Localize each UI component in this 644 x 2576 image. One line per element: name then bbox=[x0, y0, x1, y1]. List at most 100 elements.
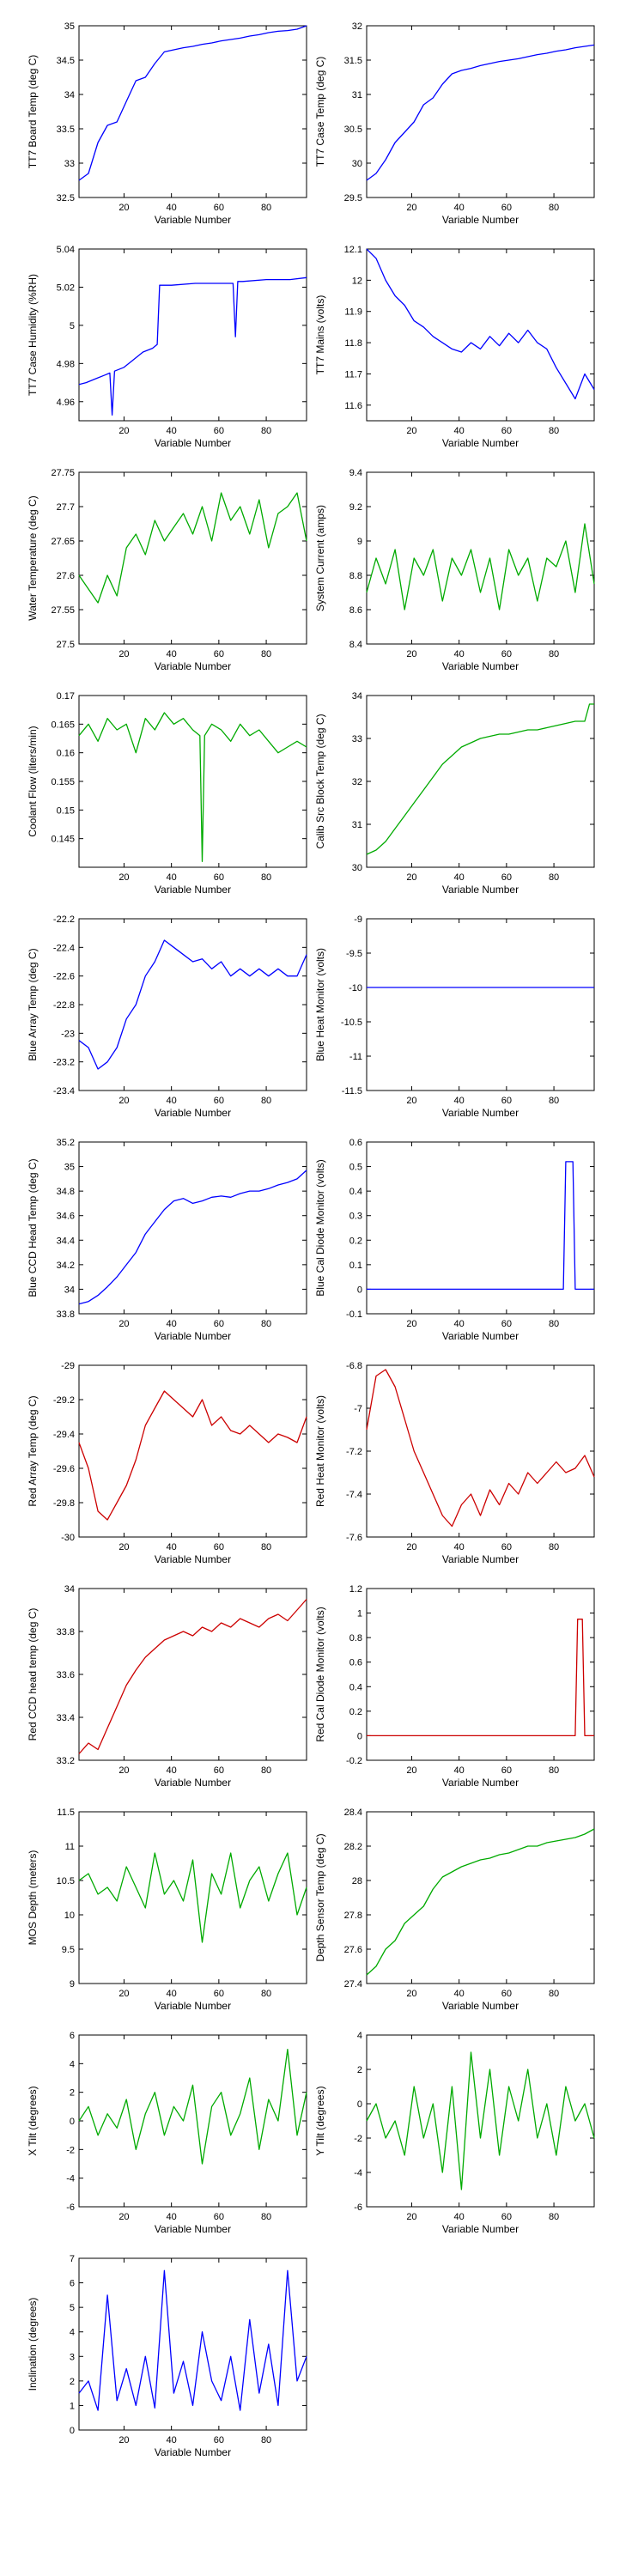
y-tick-label: 0.1 bbox=[349, 1261, 362, 1271]
x-tick-label: 20 bbox=[406, 2212, 416, 2222]
y-tick-label: -6 bbox=[354, 2202, 362, 2213]
y-tick-label: 8.4 bbox=[349, 640, 362, 650]
series-line bbox=[78, 939, 307, 1070]
y-tick-label: -2 bbox=[354, 2134, 362, 2144]
y-tick-label: -11 bbox=[349, 1052, 362, 1062]
y-tick-label: 27.65 bbox=[51, 537, 75, 547]
x-axis-label: Variable Number bbox=[155, 214, 231, 226]
y-tick-label: 0.8 bbox=[349, 1633, 362, 1643]
y-axis-label: TT7 Case Temp (deg C) bbox=[314, 57, 326, 167]
y-axis-label: TT7 Mains (volts) bbox=[314, 295, 326, 375]
x-tick-label: 40 bbox=[167, 2212, 177, 2222]
y-tick-label: 33 bbox=[64, 159, 75, 169]
y-tick-label: 27.7 bbox=[57, 502, 75, 513]
y-tick-label: 9 bbox=[357, 537, 362, 547]
y-tick-label: 0.3 bbox=[349, 1212, 362, 1222]
x-tick-label: 20 bbox=[118, 203, 129, 213]
y-tick-label: 0 bbox=[70, 2426, 75, 2436]
y-tick-label: 33.8 bbox=[57, 1627, 75, 1637]
x-tick-label: 60 bbox=[214, 872, 224, 883]
plot-frame bbox=[366, 471, 595, 645]
y-tick-label: 6 bbox=[70, 2031, 75, 2041]
x-tick-label: 20 bbox=[406, 1989, 416, 1999]
y-tick-label: -7.6 bbox=[346, 1533, 362, 1543]
y-tick-label: 27.5 bbox=[57, 640, 75, 650]
series-line bbox=[366, 248, 595, 400]
x-tick-label: 80 bbox=[549, 649, 559, 659]
series-line bbox=[78, 1390, 307, 1521]
x-tick-label: 80 bbox=[261, 1319, 271, 1329]
y-tick-label: 34.8 bbox=[57, 1187, 75, 1197]
x-tick-label: 80 bbox=[549, 2212, 559, 2222]
y-axis-label: Inclination (degrees) bbox=[27, 2298, 39, 2391]
y-tick-label: 0 bbox=[357, 1731, 362, 1741]
x-tick-label: 40 bbox=[167, 1765, 177, 1776]
y-tick-label: 12.1 bbox=[344, 245, 362, 255]
series-line bbox=[366, 1828, 595, 1976]
y-tick-label: 3 bbox=[70, 2352, 75, 2362]
y-tick-label: 0.6 bbox=[349, 1658, 362, 1668]
y-axis-label: Blue CCD Head Temp (deg C) bbox=[27, 1158, 39, 1297]
x-axis-label: Variable Number bbox=[155, 660, 231, 672]
y-tick-label: -29.8 bbox=[53, 1498, 75, 1509]
plot-frame bbox=[366, 918, 595, 1091]
y-tick-label: -0.1 bbox=[346, 1309, 362, 1320]
x-axis-label: Variable Number bbox=[442, 1330, 519, 1342]
x-tick-label: 40 bbox=[454, 649, 465, 659]
y-tick-label: 0.17 bbox=[57, 691, 75, 702]
y-tick-label: 0.4 bbox=[349, 1682, 362, 1692]
y-tick-label: -6.8 bbox=[346, 1361, 362, 1371]
x-tick-label: 20 bbox=[406, 426, 416, 436]
x-tick-label: 20 bbox=[118, 2212, 129, 2222]
plot-frame bbox=[78, 918, 307, 1091]
y-tick-label: 0 bbox=[357, 2099, 362, 2110]
x-tick-label: 60 bbox=[501, 649, 512, 659]
x-tick-label: 80 bbox=[261, 2212, 271, 2222]
y-tick-label: 35 bbox=[64, 21, 75, 32]
y-tick-label: 0.145 bbox=[51, 835, 75, 845]
plot-frame bbox=[366, 1141, 595, 1315]
x-tick-label: 60 bbox=[214, 2212, 224, 2222]
series-line bbox=[78, 276, 307, 416]
y-tick-label: 35.2 bbox=[57, 1138, 75, 1148]
y-tick-label: -23 bbox=[61, 1029, 75, 1039]
y-tick-label: 28.4 bbox=[344, 1807, 362, 1818]
chart-panel: 0.145 0.15 0.155 0.16 0.165 0.17 20 40 60 80 Varia… bbox=[27, 691, 307, 896]
y-tick-label: 5 bbox=[70, 321, 75, 331]
x-tick-label: 20 bbox=[118, 1989, 129, 1999]
y-axis-label: Blue Heat Monitor (volts) bbox=[314, 948, 326, 1061]
series-line bbox=[78, 2049, 307, 2165]
y-tick-label: 4.96 bbox=[57, 398, 75, 408]
chart-panel: -6 -4 -2 0 2 4 20 40 60 80 Variable Number Y Tilt (… bbox=[314, 2031, 595, 2235]
y-tick-label: 27.75 bbox=[51, 468, 75, 478]
y-tick-label: 31.5 bbox=[344, 56, 362, 66]
x-axis-label: Variable Number bbox=[155, 1330, 231, 1342]
chart-panel: 27.5 27.55 27.6 27.65 27.7 27.75 20 40 60 80 Varia… bbox=[27, 468, 307, 672]
y-tick-label: -29 bbox=[61, 1361, 75, 1371]
y-tick-label: -23.2 bbox=[53, 1058, 75, 1068]
x-tick-label: 80 bbox=[261, 1765, 271, 1776]
x-tick-label: 40 bbox=[167, 1319, 177, 1329]
series-line bbox=[78, 1599, 307, 1754]
x-tick-label: 20 bbox=[406, 1765, 416, 1776]
chart-panel: -0.1 0 0.1 0.2 0.3 0.4 0.5 0.6 20 40 60 80 Variable … bbox=[314, 1138, 595, 1342]
x-tick-label: 80 bbox=[261, 1989, 271, 1999]
x-tick-label: 20 bbox=[406, 1542, 416, 1552]
y-tick-label: 32.5 bbox=[57, 193, 75, 204]
x-tick-label: 20 bbox=[118, 2435, 129, 2445]
x-axis-label: Variable Number bbox=[442, 2000, 519, 2012]
x-tick-label: 80 bbox=[549, 1542, 559, 1552]
x-tick-label: 60 bbox=[501, 426, 512, 436]
x-tick-label: 80 bbox=[549, 426, 559, 436]
y-tick-label: 5.04 bbox=[57, 245, 75, 255]
y-axis-label: Red CCD head temp (deg C) bbox=[27, 1608, 39, 1741]
x-axis-label: Variable Number bbox=[442, 1777, 519, 1789]
chart-panel: 0 1 2 3 4 5 6 7 20 40 60 80 Variable Number Inclinati… bbox=[27, 2254, 307, 2458]
y-tick-label: 30.5 bbox=[344, 125, 362, 135]
x-tick-label: 40 bbox=[454, 203, 465, 213]
x-axis-label: Variable Number bbox=[155, 2000, 231, 2012]
series-line bbox=[367, 1161, 594, 1291]
y-tick-label: 9.2 bbox=[349, 502, 362, 513]
y-tick-label: 0.2 bbox=[349, 1236, 362, 1246]
y-tick-label: 2 bbox=[70, 2088, 75, 2099]
